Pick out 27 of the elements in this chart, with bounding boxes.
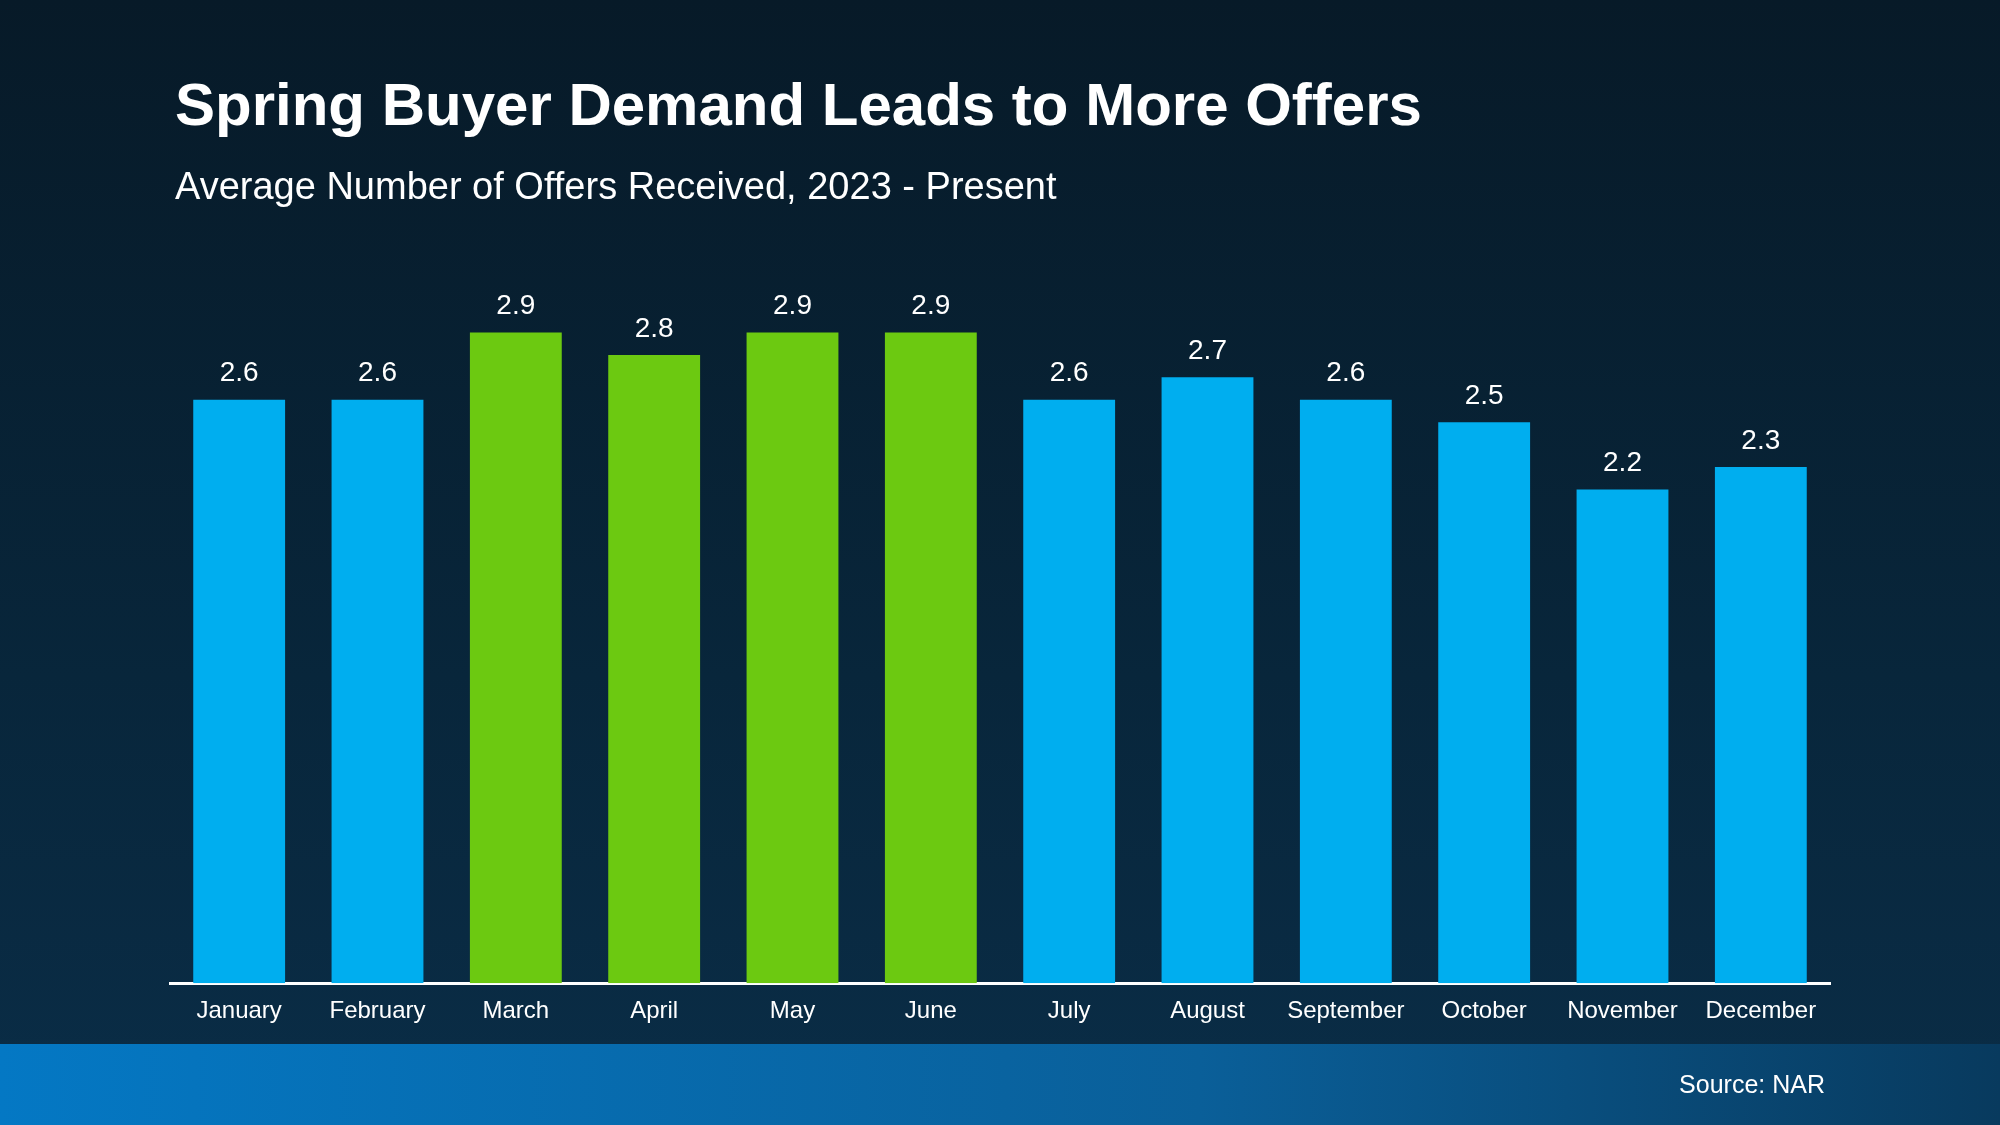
data-label: 2.7 (1188, 334, 1227, 366)
data-label: 2.9 (773, 289, 812, 321)
data-label: 2.3 (1741, 423, 1781, 455)
chart-subtitle: Average Number of Offers Received, 2023 - Present (175, 165, 1057, 208)
data-label: 2.8 (634, 311, 674, 343)
data-label: 2.9 (496, 289, 536, 321)
x-tick-label: July (1047, 996, 1091, 1024)
x-tick-label: October (1441, 996, 1527, 1024)
source-note: Source: NAR (1679, 1070, 1825, 1099)
x-tick-label: May (769, 996, 816, 1024)
x-tick-label: January (196, 996, 282, 1024)
data-label: 2.6 (1049, 356, 1089, 388)
data-label: 2.5 (1464, 378, 1504, 410)
x-tick-label: March (482, 996, 550, 1024)
x-tick-label: April (630, 996, 679, 1024)
x-tick-label: August (1170, 996, 1246, 1024)
data-label: 2.6 (1326, 356, 1366, 388)
x-tick-label: February (329, 996, 426, 1024)
chart-title: Spring Buyer Demand Leads to More Offers (175, 70, 1422, 139)
data-label: 2.6 (358, 356, 397, 388)
data-label: 2.6 (219, 356, 259, 388)
x-tick-label: December (1705, 996, 1817, 1024)
x-tick-label: November (1567, 996, 1678, 1024)
x-tick-label: June (904, 996, 957, 1024)
data-label: 2.2 (1603, 446, 1642, 478)
data-label: 2.9 (911, 289, 951, 321)
x-tick-label: September (1287, 996, 1405, 1024)
